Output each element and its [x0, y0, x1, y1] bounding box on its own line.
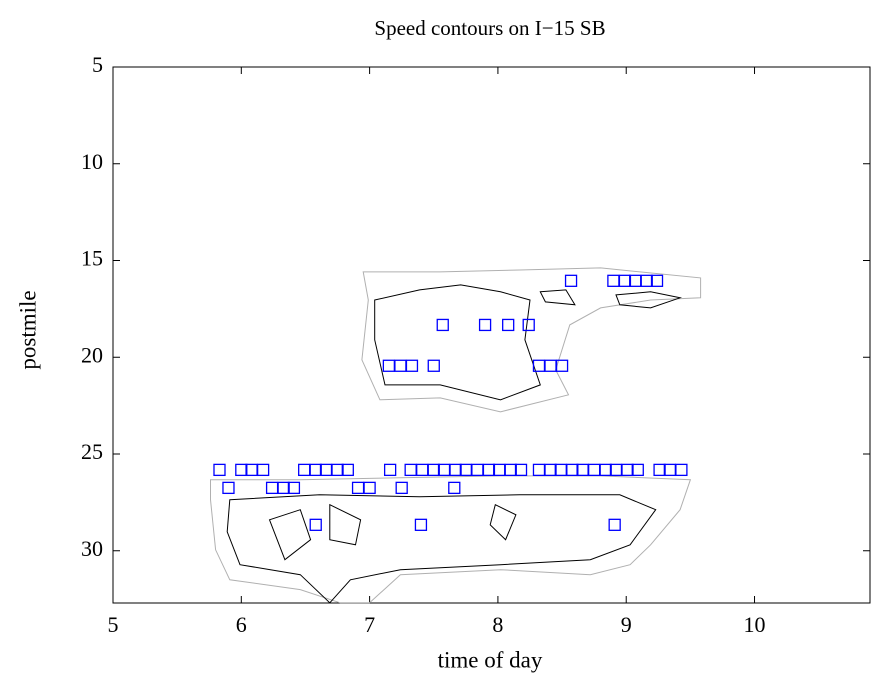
marker [599, 463, 612, 477]
marker [482, 463, 496, 477]
y-axis-label: postmile [15, 290, 40, 369]
marker [309, 518, 322, 531]
marker [576, 463, 589, 477]
marker [631, 463, 644, 477]
x-tick-label: 5 [108, 612, 119, 637]
marker [309, 463, 322, 477]
marker [621, 463, 634, 477]
marker [265, 481, 279, 495]
marker [287, 481, 301, 495]
marker [564, 274, 578, 287]
marker [436, 318, 449, 332]
contour-line [539, 289, 576, 306]
marker [640, 274, 653, 287]
marker [351, 481, 365, 495]
marker [608, 518, 621, 531]
marker [618, 274, 632, 287]
y-tick-label: 30 [81, 536, 103, 561]
x-tick-label: 7 [364, 612, 375, 637]
marker [502, 318, 515, 332]
marker [514, 463, 528, 477]
chart-title: Speed contours on I−15 SB [374, 16, 605, 40]
y-tick-label: 25 [81, 439, 103, 464]
marker [493, 463, 506, 477]
x-axis-label: time of day [438, 647, 543, 672]
marker [675, 463, 688, 477]
marker [405, 359, 419, 372]
contour-line [329, 503, 362, 546]
marker [607, 274, 620, 287]
marker [629, 274, 642, 287]
contour-line [374, 284, 541, 401]
marker [478, 318, 492, 332]
marker [245, 463, 258, 477]
marker [256, 463, 270, 477]
marker [213, 463, 226, 477]
marker [383, 463, 397, 477]
marker [416, 463, 429, 477]
marker [555, 359, 569, 372]
marker [414, 518, 428, 531]
x-tick-label: 10 [744, 612, 766, 637]
marker [448, 481, 461, 495]
marker [609, 463, 623, 477]
y-tick-label: 15 [81, 246, 103, 271]
marker [566, 463, 579, 477]
marker [235, 463, 248, 477]
x-tick-label: 6 [236, 612, 247, 637]
marker [650, 274, 664, 287]
marker [504, 463, 517, 477]
contour-line [226, 494, 657, 604]
axes-box [112, 66, 871, 604]
marker [663, 463, 676, 477]
marker [331, 463, 344, 477]
marker [437, 463, 451, 477]
marker [544, 359, 557, 372]
marker [427, 359, 440, 372]
x-tick-label: 9 [621, 612, 632, 637]
marker [394, 359, 407, 372]
marker [471, 463, 484, 477]
marker [532, 463, 546, 477]
marker [341, 463, 354, 477]
marker [363, 481, 376, 495]
marker [319, 463, 333, 477]
marker [298, 463, 311, 477]
marker [544, 463, 557, 477]
marker [427, 463, 440, 477]
contour-line [489, 503, 517, 541]
marker [653, 463, 666, 477]
marker [277, 481, 290, 495]
marker [522, 318, 535, 332]
marker [382, 359, 396, 372]
marker [404, 463, 417, 477]
y-tick-label: 20 [81, 342, 103, 367]
marker [395, 481, 408, 495]
x-tick-label: 8 [492, 612, 503, 637]
contour-line [615, 291, 683, 309]
y-tick-label: 10 [81, 149, 103, 174]
marker [459, 463, 472, 477]
contour-line [268, 509, 312, 561]
marker [587, 463, 601, 477]
y-tick-label: 5 [92, 52, 103, 77]
contour-line [361, 267, 702, 413]
marker [554, 463, 567, 477]
marker [222, 481, 235, 495]
marker [449, 463, 462, 477]
